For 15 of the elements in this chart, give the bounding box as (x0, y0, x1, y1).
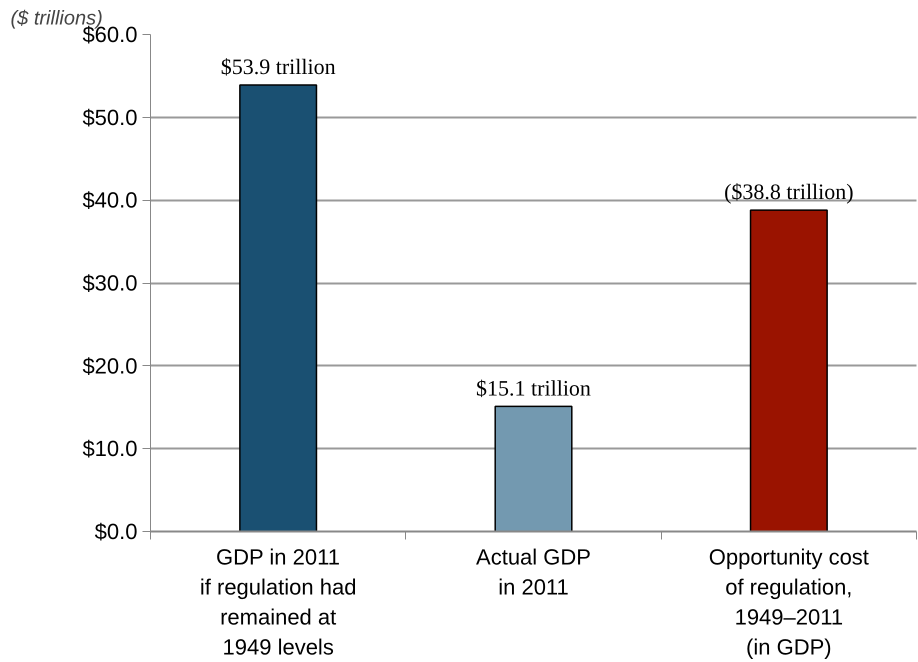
data-label: $53.9 trillion (220, 54, 336, 80)
y-tick-label: $30.0 (82, 270, 138, 296)
data-label: $15.1 trillion (476, 375, 591, 400)
y-tick-label: $10.0 (82, 436, 138, 462)
x-tick-label: Opportunity cost of regulation, 1949–2011 (in GDP) (708, 544, 869, 660)
bar (239, 84, 318, 532)
bar (494, 406, 573, 532)
y-tick-label: $20.0 (82, 353, 138, 378)
data-label: ($38.8 trillion) (724, 179, 854, 204)
y-tick-label: $40.0 (82, 188, 138, 213)
y-tick-label: $0.0 (94, 519, 138, 544)
x-tick-label: Actual GDP in 2011 (476, 544, 591, 600)
bar (750, 209, 828, 532)
y-tick-label: $50.0 (82, 104, 138, 130)
x-tick-label: GDP in 2011 if regulation had remained at 1949 levels (200, 544, 356, 660)
